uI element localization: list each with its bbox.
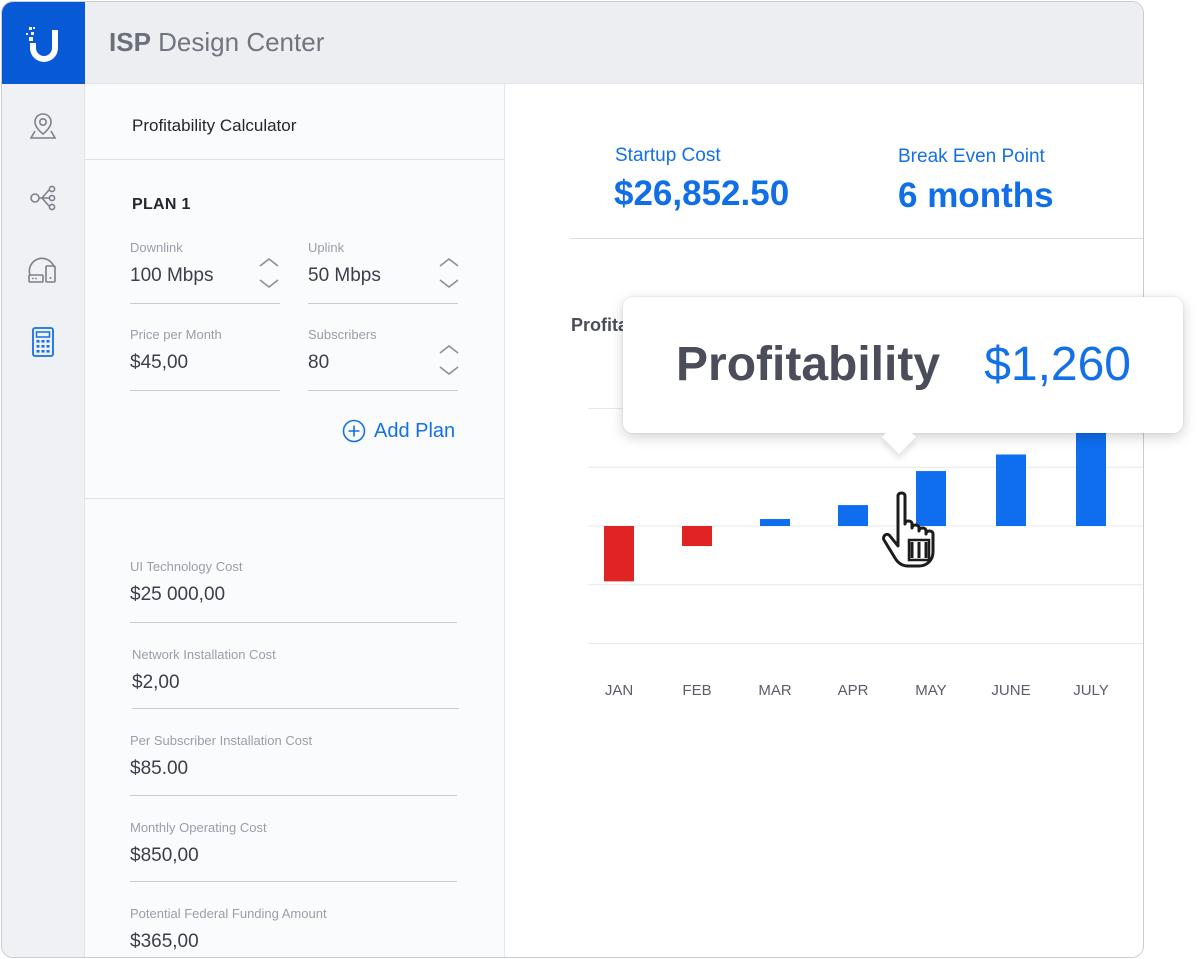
downlink-field[interactable]: Downlink 100 Mbps — [130, 240, 280, 304]
cost-label: Potential Federal Funding Amount — [130, 906, 327, 921]
plan-title: PLAN 1 — [132, 196, 191, 213]
hand-cursor-icon — [882, 491, 935, 568]
cost-value[interactable]: $25 000,00 — [130, 584, 226, 605]
uplink-stepper[interactable] — [437, 256, 461, 290]
add-plan-button[interactable]: Add Plan — [342, 419, 455, 443]
cost-value[interactable]: $365,00 — [130, 931, 199, 952]
tooltip-body: Profitability $1,260 — [623, 297, 1183, 433]
sidebar-item-map[interactable] — [26, 109, 60, 143]
network-installation-cost-field[interactable]: Network Installation Cost $2,00 — [132, 647, 459, 711]
app-title-bold: ISP — [109, 27, 151, 57]
cost-label: Monthly Operating Cost — [130, 820, 267, 835]
sidebar-item-devices[interactable] — [26, 253, 60, 287]
federal-funding-amount-field[interactable]: Potential Federal Funding Amount $365,00 — [130, 906, 457, 957]
stats-divider — [570, 238, 1143, 239]
ui-technology-cost-field[interactable]: UI Technology Cost $25 000,00 — [130, 559, 457, 623]
chart-bar-june[interactable] — [996, 454, 1026, 526]
cost-label: Network Installation Cost — [132, 647, 276, 662]
sidebar-item-calculator[interactable] — [26, 325, 60, 359]
sidebar-item-topology[interactable] — [26, 181, 60, 215]
chevron-down-icon — [439, 279, 459, 289]
field-underline — [132, 708, 459, 709]
subscribers-value[interactable]: 80 — [308, 352, 330, 373]
chart-bar-july[interactable] — [1076, 430, 1106, 526]
cost-label: UI Technology Cost — [130, 559, 243, 574]
subscribers-stepper[interactable] — [437, 343, 461, 377]
chevron-up-icon — [439, 344, 459, 354]
chart-tick-label: JULY — [1073, 682, 1109, 699]
uplink-field[interactable]: Uplink 50 Mbps — [308, 240, 458, 304]
chart-tick-label: MAY — [915, 682, 946, 699]
downlink-value[interactable]: 100 Mbps — [130, 265, 214, 286]
chart-bar-may[interactable] — [916, 471, 946, 526]
field-underline — [308, 390, 458, 391]
chart-bar-feb[interactable] — [682, 526, 712, 547]
break-even-value: 6 months — [898, 176, 1054, 215]
plus-circle-icon — [342, 419, 366, 443]
uplink-value[interactable]: 50 Mbps — [308, 265, 381, 286]
calculator-panel: Profitability Calculator PLAN 1 Downlink… — [85, 84, 505, 957]
field-underline — [130, 303, 280, 304]
field-underline — [308, 303, 458, 304]
field-underline — [130, 881, 457, 882]
chevron-down-icon — [259, 279, 279, 289]
sidebar-rail — [2, 84, 85, 957]
per-subscriber-installation-cost-field[interactable]: Per Subscriber Installation Cost $85.00 — [130, 733, 457, 797]
map-pin-icon — [29, 113, 57, 139]
downlink-label: Downlink — [130, 240, 183, 255]
profitability-chart: JANFEBMARAPRMAYJUNEJULYAUG — [588, 407, 1143, 699]
field-underline — [130, 795, 457, 796]
cost-value[interactable]: $2,00 — [132, 672, 180, 693]
startup-cost-value: $26,852.50 — [614, 174, 790, 213]
chart-tick-label: FEB — [682, 682, 711, 699]
devices-icon — [28, 257, 56, 283]
chart-tick-label: JAN — [605, 682, 633, 699]
price-field[interactable]: Price per Month $45,00 — [130, 327, 280, 391]
startup-cost-label: Startup Cost — [615, 145, 721, 166]
topology-icon — [30, 185, 56, 211]
chart-bar-apr[interactable] — [838, 505, 868, 526]
price-value[interactable]: $45,00 — [130, 352, 189, 373]
break-even-label: Break Even Point — [898, 146, 1045, 167]
panel-title: Profitability Calculator — [132, 116, 297, 135]
price-label: Price per Month — [130, 327, 222, 342]
results-panel: Startup Cost $26,852.50 Break Even Point… — [506, 84, 1143, 957]
monthly-operating-cost-field[interactable]: Monthly Operating Cost $850,00 — [130, 820, 457, 884]
panel-divider — [85, 159, 505, 160]
field-underline — [130, 390, 280, 391]
profitability-tooltip: Profitability $1,260 — [623, 297, 1183, 454]
ubiquiti-logo-icon — [25, 27, 58, 62]
chart-tick-label: JUNE — [991, 682, 1030, 699]
field-underline — [130, 622, 457, 623]
app-window: ISP Design Center — [1, 1, 1144, 958]
cost-value[interactable]: $850,00 — [130, 845, 199, 866]
chevron-up-icon — [259, 257, 279, 267]
chart-bar-jan[interactable] — [604, 526, 634, 582]
app-title: ISP Design Center — [109, 27, 324, 58]
cost-label: Per Subscriber Installation Cost — [130, 733, 313, 748]
uplink-label: Uplink — [308, 240, 345, 255]
tooltip-label: Profitability — [676, 338, 941, 391]
chart-bar-mar[interactable] — [760, 519, 790, 526]
title-bar: ISP Design Center — [2, 2, 1143, 84]
chevron-up-icon — [439, 257, 459, 267]
cost-value[interactable]: $85.00 — [130, 758, 189, 779]
subscribers-field[interactable]: Subscribers 80 — [308, 327, 458, 391]
panel-divider — [85, 498, 505, 499]
subscribers-label: Subscribers — [308, 327, 377, 342]
chart-tick-label: MAR — [758, 682, 792, 699]
tooltip-value: $1,260 — [984, 338, 1131, 391]
ubiquiti-logo[interactable] — [2, 2, 85, 84]
chevron-down-icon — [439, 366, 459, 376]
downlink-stepper[interactable] — [257, 256, 281, 290]
calculator-icon — [32, 327, 54, 357]
app-title-rest: Design Center — [158, 27, 325, 57]
add-plan-label: Add Plan — [374, 419, 456, 442]
chart-tick-label: APR — [838, 682, 869, 699]
